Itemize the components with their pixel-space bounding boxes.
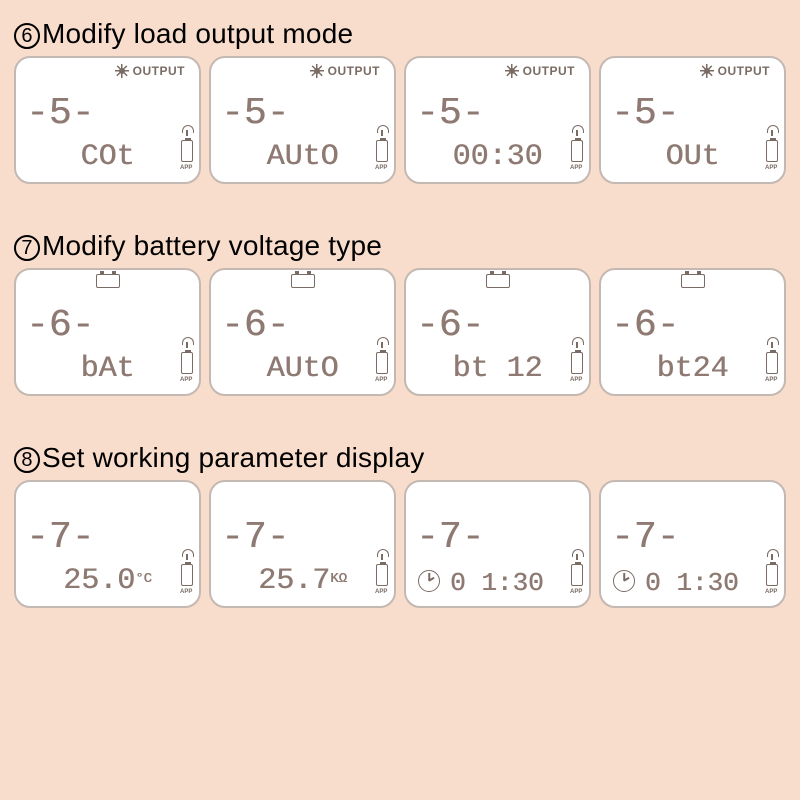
lcd-main-value: -7- xyxy=(221,516,289,559)
clock-icon xyxy=(613,570,635,592)
output-indicator: OUTPUT xyxy=(115,64,185,78)
lcd-main-value: -7- xyxy=(416,516,484,559)
app-battery-icon xyxy=(571,352,583,374)
step-number: 6 xyxy=(14,23,40,49)
section-title: 7Modify battery voltage type xyxy=(14,230,786,262)
app-battery-icon xyxy=(181,140,193,162)
lcd-main-value: -5- xyxy=(26,92,94,135)
signal-icon xyxy=(376,338,390,348)
battery-icon xyxy=(291,274,315,288)
lcd-main-value: -6- xyxy=(26,304,94,347)
lcd-sub-value: OUt xyxy=(601,140,784,174)
output-label-text: OUTPUT xyxy=(328,64,380,78)
output-indicator: OUTPUT xyxy=(700,64,770,78)
signal-icon xyxy=(376,126,390,136)
app-battery-icon xyxy=(376,352,388,374)
lcd-screen: -7- 25.7KΩ xyxy=(209,480,396,608)
signal-icon xyxy=(181,338,195,348)
signal-icon xyxy=(766,126,780,136)
sun-icon xyxy=(115,64,129,78)
lcd-sub-value: bAt xyxy=(16,352,199,386)
lcd-row: -6- bAt -6- AUtO -6- bt 12 -6- bt24 xyxy=(14,268,786,396)
lcd-screen: -6- bt 12 xyxy=(404,268,591,396)
lcd-sub-value: 0 1:30 xyxy=(615,568,784,598)
lcd-sub-value: 0 1:30 xyxy=(420,568,589,598)
app-battery-icon xyxy=(376,564,388,586)
section-title: 6Modify load output mode xyxy=(14,18,786,50)
sun-icon xyxy=(505,64,519,78)
lcd-main-value: -6- xyxy=(221,304,289,347)
app-battery-icon xyxy=(766,140,778,162)
lcd-main-value: -5- xyxy=(611,92,679,135)
lcd-main-value: -6- xyxy=(611,304,679,347)
signal-icon xyxy=(766,550,780,560)
lcd-screen: OUTPUT -5- AUtO xyxy=(209,56,396,184)
signal-icon xyxy=(766,338,780,348)
app-battery-icon xyxy=(181,564,193,586)
output-label-text: OUTPUT xyxy=(133,64,185,78)
section-title-text: Modify load output mode xyxy=(42,18,353,49)
app-battery-icon xyxy=(571,564,583,586)
lcd-main-value: -5- xyxy=(416,92,484,135)
battery-icon xyxy=(96,274,120,288)
battery-icon xyxy=(486,274,510,288)
step-number: 8 xyxy=(14,447,40,473)
section: 7Modify battery voltage type -6- bAt -6- AUt… xyxy=(14,230,786,396)
output-label-text: OUTPUT xyxy=(718,64,770,78)
lcd-screen: -7- 0 1:30 xyxy=(404,480,591,608)
signal-icon xyxy=(181,126,195,136)
sun-icon xyxy=(700,64,714,78)
lcd-sub-value: bt 12 xyxy=(406,352,589,386)
signal-icon xyxy=(571,550,585,560)
lcd-sub-value: 00:30 xyxy=(406,140,589,174)
lcd-screen: -6- bt24 xyxy=(599,268,786,396)
lcd-screen: -7- 0 1:30 xyxy=(599,480,786,608)
lcd-unit: KΩ xyxy=(330,571,347,587)
lcd-sub-value: AUtO xyxy=(211,140,394,174)
lcd-screen: OUTPUT -5- OUt xyxy=(599,56,786,184)
lcd-main-value: -7- xyxy=(611,516,679,559)
lcd-main-value: -6- xyxy=(416,304,484,347)
app-battery-icon xyxy=(571,140,583,162)
lcd-sub-value: bt24 xyxy=(601,352,784,386)
lcd-unit: °C xyxy=(135,571,152,587)
sun-icon xyxy=(310,64,324,78)
output-indicator: OUTPUT xyxy=(505,64,575,78)
lcd-screen: -7- 25.0°C xyxy=(14,480,201,608)
section-title-text: Modify battery voltage type xyxy=(42,230,382,261)
app-battery-icon xyxy=(766,352,778,374)
lcd-main-value: -7- xyxy=(26,516,94,559)
lcd-sub-value: AUtO xyxy=(211,352,394,386)
app-battery-icon xyxy=(181,352,193,374)
section: 8Set working parameter display-7-25.0°C-… xyxy=(14,442,786,608)
app-battery-icon xyxy=(766,564,778,586)
signal-icon xyxy=(181,550,195,560)
signal-icon xyxy=(571,126,585,136)
clock-icon xyxy=(418,570,440,592)
lcd-sub-value: 25.7KΩ xyxy=(211,564,394,598)
signal-icon xyxy=(376,550,390,560)
step-number: 7 xyxy=(14,235,40,261)
lcd-screen: -6- bAt xyxy=(14,268,201,396)
lcd-screen: OUTPUT -5- 00:30 xyxy=(404,56,591,184)
section-title: 8Set working parameter display xyxy=(14,442,786,474)
lcd-row: -7- 25.0°C -7- 25.7KΩ -7- 0 1:30 -7- 0 1:30 xyxy=(14,480,786,608)
lcd-row: OUTPUT-5-COtOUTPUT-5-AUtOOUTPUT-5-00:30O… xyxy=(14,56,786,184)
section-title-text: Set working parameter display xyxy=(42,442,424,473)
output-label-text: OUTPUT xyxy=(523,64,575,78)
section: 6Modify load output modeOUTPUT-5-COtOUTP… xyxy=(14,18,786,184)
lcd-main-value: -5- xyxy=(221,92,289,135)
app-battery-icon xyxy=(376,140,388,162)
output-indicator: OUTPUT xyxy=(310,64,380,78)
lcd-screen: -6- AUtO xyxy=(209,268,396,396)
lcd-screen: OUTPUT -5- COt xyxy=(14,56,201,184)
lcd-sub-value: COt xyxy=(16,140,199,174)
lcd-sub-value: 25.0°C xyxy=(16,564,199,598)
signal-icon xyxy=(571,338,585,348)
battery-icon xyxy=(681,274,705,288)
